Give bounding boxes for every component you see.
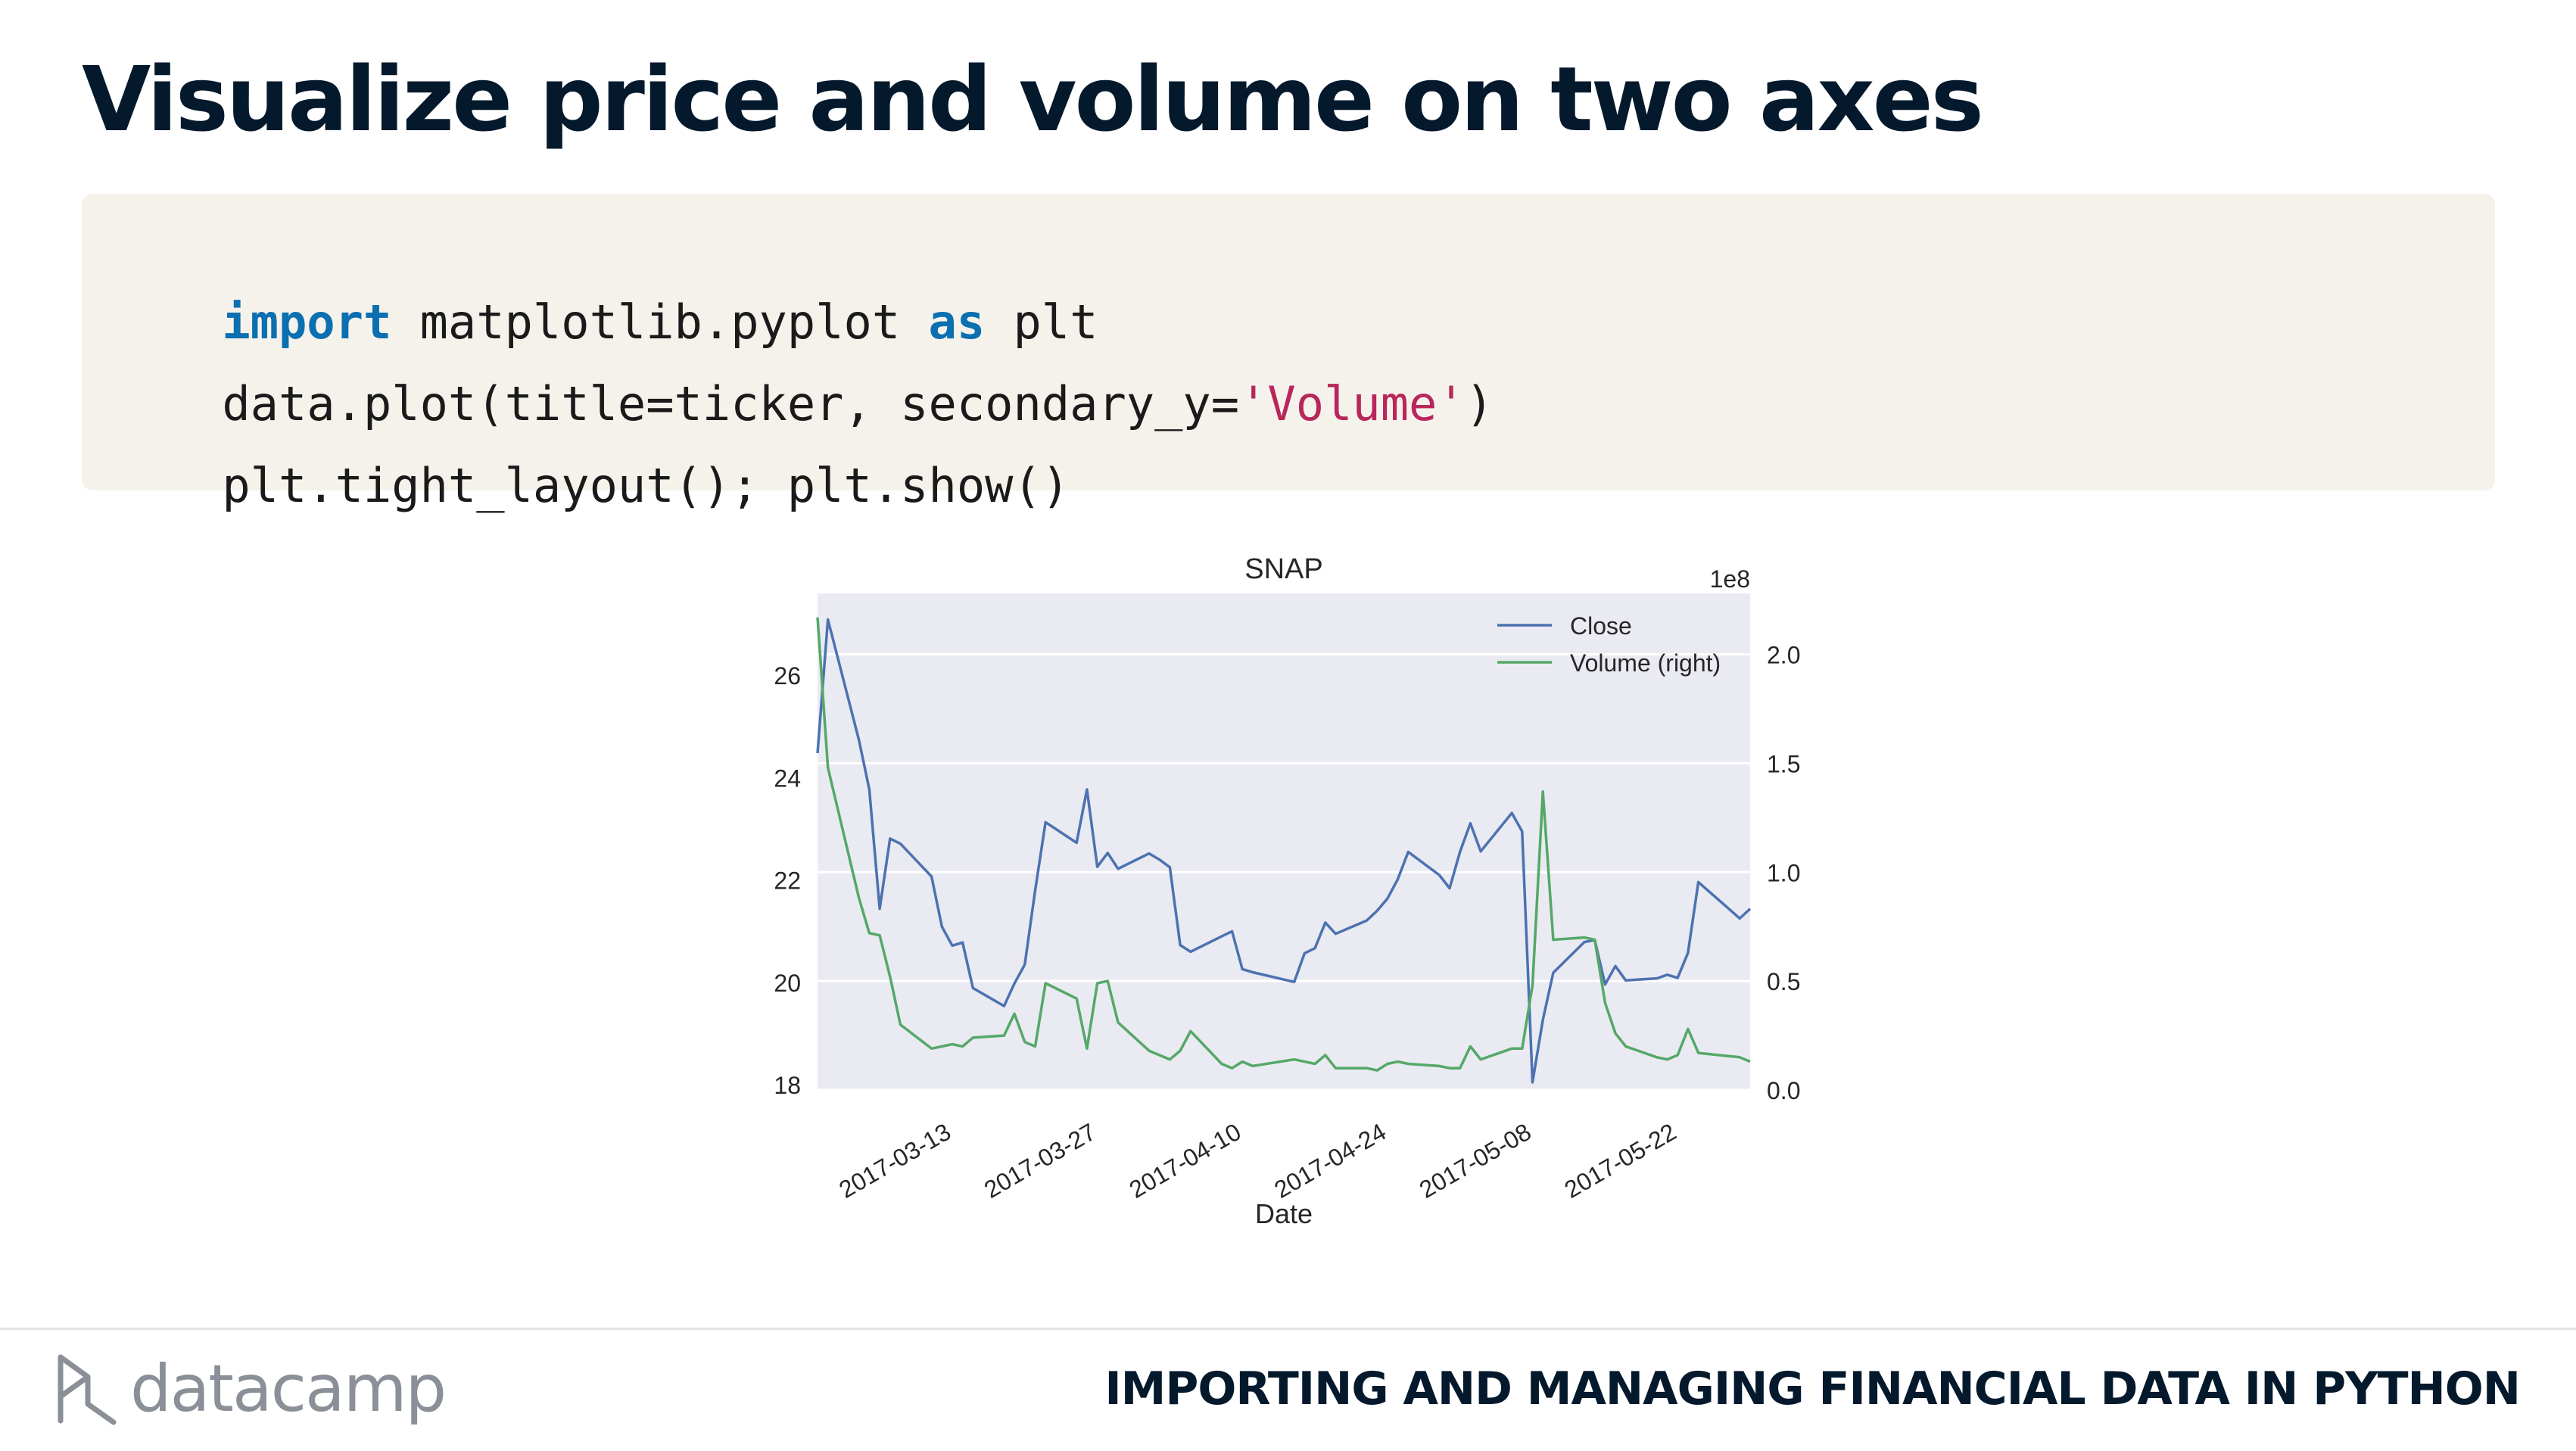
y2-tick-label: 0.5 xyxy=(1767,968,1800,995)
code-keyword-import: import xyxy=(222,294,392,350)
code-line-1: import matplotlib.pyplot as plt xyxy=(109,232,1098,413)
code-string: 'Volume' xyxy=(1239,376,1466,431)
code-line-2: data.plot(title=ticker, secondary_y='Vol… xyxy=(109,313,1494,495)
code-text: matplotlib.pyplot xyxy=(391,294,929,350)
datacamp-logo-icon xyxy=(58,1354,117,1425)
code-text: ) xyxy=(1465,376,1494,431)
code-text: plt xyxy=(985,294,1098,350)
course-title: IMPORTING AND MANAGING FINANCIAL DATA IN… xyxy=(1104,1362,2521,1415)
series-line-volume xyxy=(816,617,1751,1072)
series-lines xyxy=(816,617,1752,1084)
code-text: plt.tight_layout(); plt.show() xyxy=(222,458,1070,513)
code-keyword-as: as xyxy=(928,294,986,350)
slide-title: Visualize price and volume on two axes xyxy=(82,47,1984,151)
line-chart: 0.0 0.5 1.0 1.5 2.0 18 20 22 24 26 2017-03-13 2017-… xyxy=(774,553,1800,1229)
x-tick-label: 2017-04-24 xyxy=(1269,1118,1391,1203)
brand: datacamp xyxy=(53,1347,447,1431)
plot-background xyxy=(818,593,1750,1090)
series-line-close xyxy=(816,618,1752,1084)
y-tick-label: 24 xyxy=(774,764,801,792)
brand-name: datacamp xyxy=(130,1351,447,1427)
y-tick-label: 26 xyxy=(774,662,801,690)
x-tick-label: 2017-03-27 xyxy=(980,1118,1101,1203)
y-tick-label: 18 xyxy=(774,1072,801,1099)
x-tick-label: 2017-03-13 xyxy=(834,1118,955,1203)
footer-divider xyxy=(0,1328,2576,1330)
y2-tick-label: 0.0 xyxy=(1767,1077,1800,1104)
grid-lines xyxy=(818,653,1750,1091)
legend: Close Volume (right) xyxy=(1497,612,1721,677)
x-tick-label: 2017-04-10 xyxy=(1125,1118,1246,1203)
y2-offset-label: 1e8 xyxy=(1710,565,1750,593)
y-tick-label: 22 xyxy=(774,867,801,895)
code-text: data.plot(title=ticker, secondary_y= xyxy=(222,376,1240,431)
y2-tick-label: 2.0 xyxy=(1767,642,1800,669)
y-tick-label: 20 xyxy=(774,970,801,997)
code-line-3: plt.tight_layout(); plt.show() xyxy=(109,395,1070,577)
legend-label-volume: Volume (right) xyxy=(1570,649,1721,677)
y2-tick-label: 1.5 xyxy=(1767,750,1800,777)
y2-tick-label: 1.0 xyxy=(1767,859,1800,886)
x-tick-label: 2017-05-08 xyxy=(1415,1118,1536,1203)
code-block: import matplotlib.pyplot as plt data.plo… xyxy=(82,194,2495,513)
x-tick-label: 2017-05-22 xyxy=(1560,1118,1681,1203)
legend-label-close: Close xyxy=(1570,612,1632,640)
x-axis-label: Date xyxy=(1255,1198,1313,1229)
chart-title: SNAP xyxy=(1244,553,1322,585)
